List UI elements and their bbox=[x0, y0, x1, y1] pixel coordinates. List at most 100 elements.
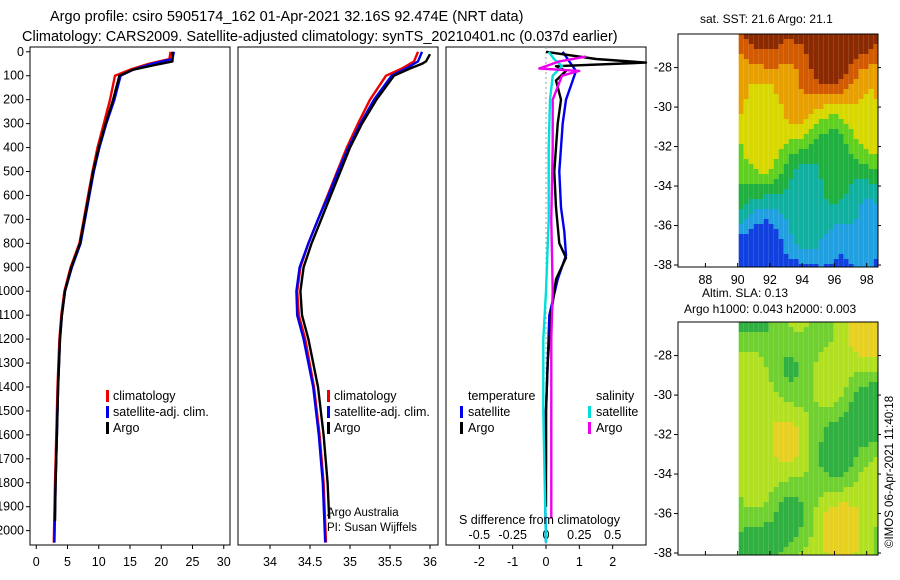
map-cell bbox=[818, 432, 824, 437]
map-cell bbox=[748, 477, 754, 482]
map-cell bbox=[868, 367, 874, 372]
map-cell bbox=[863, 322, 869, 327]
map-cell bbox=[808, 134, 814, 139]
map-cell bbox=[778, 159, 784, 164]
map-cell bbox=[818, 254, 824, 259]
map-cell bbox=[738, 342, 744, 347]
map-cell bbox=[843, 189, 849, 194]
map-cell bbox=[828, 462, 834, 467]
map-cell bbox=[823, 264, 829, 267]
map-cell bbox=[788, 397, 794, 402]
map-cell bbox=[738, 377, 744, 382]
map-cell bbox=[758, 477, 764, 482]
map-cell bbox=[783, 134, 789, 139]
map-cell bbox=[858, 159, 864, 164]
map-cell bbox=[798, 427, 804, 432]
map-cell bbox=[838, 189, 844, 194]
map-cell bbox=[873, 532, 878, 537]
map-cell bbox=[838, 377, 844, 382]
map-cell bbox=[758, 332, 764, 337]
map-cell bbox=[853, 387, 859, 392]
map-cell bbox=[818, 164, 824, 169]
map-cell bbox=[848, 437, 854, 442]
map-cell bbox=[868, 412, 874, 417]
map-cell bbox=[793, 392, 799, 397]
map-cell bbox=[803, 254, 809, 259]
map-cell bbox=[793, 99, 799, 104]
map-cell bbox=[833, 407, 839, 412]
map-cell bbox=[868, 129, 874, 134]
map-cell bbox=[868, 372, 874, 377]
map-cell bbox=[738, 507, 744, 512]
map-cell bbox=[798, 149, 804, 154]
map-cell bbox=[868, 352, 874, 357]
map-cell bbox=[768, 224, 774, 229]
map-cell bbox=[838, 397, 844, 402]
map-cell bbox=[768, 452, 774, 457]
map-cell bbox=[778, 457, 784, 462]
map-cell bbox=[768, 447, 774, 452]
map-cell bbox=[788, 427, 794, 432]
map-cell bbox=[758, 377, 764, 382]
map-cell bbox=[773, 74, 779, 79]
map-cell bbox=[768, 362, 774, 367]
map-cell bbox=[748, 229, 754, 234]
map-cell bbox=[738, 104, 744, 109]
map-cell bbox=[773, 129, 779, 134]
map-cell bbox=[868, 497, 874, 502]
map-cell bbox=[803, 114, 809, 119]
map-cell bbox=[813, 457, 819, 462]
map-cell bbox=[873, 99, 878, 104]
map-cell bbox=[873, 89, 878, 94]
map-cell bbox=[833, 94, 839, 99]
map-cell bbox=[818, 199, 824, 204]
map-cell bbox=[788, 322, 794, 327]
map-cell bbox=[863, 184, 869, 189]
legend-label-sal-argo: Argo bbox=[596, 421, 622, 435]
map-cell bbox=[783, 357, 789, 362]
map-cell bbox=[813, 109, 819, 114]
map-cell bbox=[758, 447, 764, 452]
map-cell bbox=[748, 547, 754, 552]
map-cell bbox=[778, 264, 784, 267]
map-cell bbox=[753, 322, 759, 327]
map-cell bbox=[748, 472, 754, 477]
map-cell bbox=[868, 332, 874, 337]
map-cell bbox=[858, 174, 864, 179]
map-cell bbox=[848, 372, 854, 377]
map-cell bbox=[738, 204, 744, 209]
map-cell bbox=[828, 164, 834, 169]
map-cell bbox=[768, 199, 774, 204]
map-cell bbox=[828, 507, 834, 512]
map-cell bbox=[838, 174, 844, 179]
map-cell bbox=[833, 502, 839, 507]
map-cell bbox=[778, 169, 784, 174]
map-cell bbox=[773, 199, 779, 204]
map-cell bbox=[753, 537, 759, 542]
map-cell bbox=[838, 332, 844, 337]
map-cell bbox=[738, 74, 744, 79]
map-cell bbox=[848, 332, 854, 337]
map-cell bbox=[868, 342, 874, 347]
map-cell bbox=[748, 129, 754, 134]
map-cell bbox=[743, 209, 749, 214]
map-cell bbox=[813, 219, 819, 224]
map-cell bbox=[868, 59, 874, 64]
map-cell bbox=[758, 209, 764, 214]
map-cell bbox=[838, 457, 844, 462]
map-cell bbox=[823, 452, 829, 457]
map-cell bbox=[788, 194, 794, 199]
map-cell bbox=[818, 502, 824, 507]
map-cell bbox=[773, 254, 779, 259]
map-cell bbox=[753, 472, 759, 477]
map-cell bbox=[808, 322, 814, 327]
map-cell bbox=[773, 332, 779, 337]
map-cell bbox=[868, 174, 874, 179]
map-cell bbox=[868, 169, 874, 174]
map-cell bbox=[788, 332, 794, 337]
map-cell bbox=[758, 189, 764, 194]
map-cell bbox=[848, 517, 854, 522]
map-cell bbox=[778, 94, 784, 99]
map-cell bbox=[838, 84, 844, 89]
map-cell bbox=[813, 49, 819, 54]
